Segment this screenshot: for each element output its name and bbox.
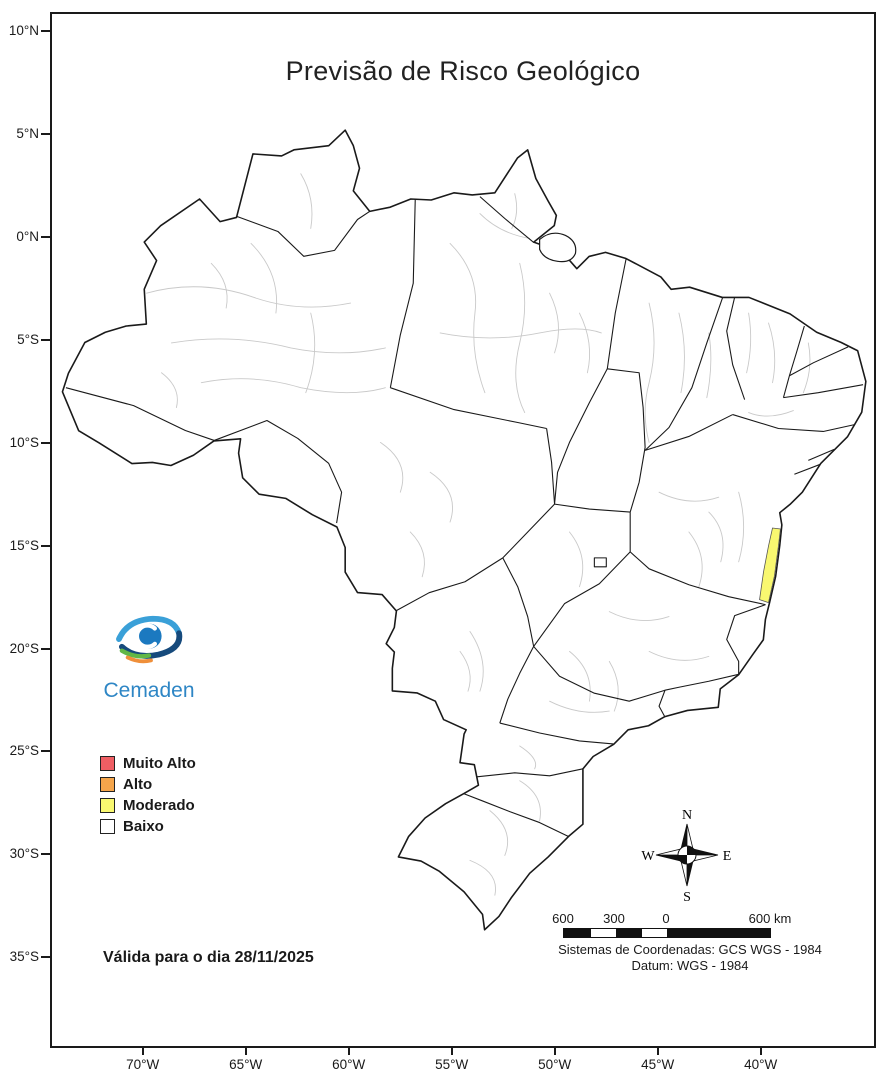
compass-rose-icon: N S W E xyxy=(641,808,732,905)
scale-bar-graphic xyxy=(563,928,771,938)
scale-label: 600 xyxy=(552,911,574,926)
scale-label: 600 km xyxy=(748,911,792,926)
marajo-island xyxy=(539,232,577,263)
risk-legend: Muito Alto Alto Moderado Baixo xyxy=(100,755,196,839)
state-borders xyxy=(65,196,864,838)
compass-w-label: W xyxy=(641,849,655,864)
legend-item: Baixo xyxy=(100,818,196,834)
validity-date: Válida para o dia 28/11/2025 xyxy=(103,949,314,966)
legend-item: Alto xyxy=(100,776,196,792)
crs-line2: Datum: WGS - 1984 xyxy=(631,958,749,974)
lat-axis-label: 10°S xyxy=(9,434,39,450)
lon-axis-label: 70°W xyxy=(126,1057,160,1072)
lat-axis-label: 0°N xyxy=(16,228,39,244)
scale-bar: 600 300 0 600 km xyxy=(552,911,813,941)
lat-axis-label: 35°S xyxy=(9,949,39,965)
lon-axis-label: 50°W xyxy=(538,1057,572,1072)
legend-swatch-moderado xyxy=(100,797,115,813)
legend-label: Muito Alto xyxy=(123,754,196,772)
page-title: Previsão de Risco Geológico xyxy=(285,56,641,86)
legend-item: Muito Alto xyxy=(100,755,196,771)
lat-tick xyxy=(41,647,50,650)
lon-tick xyxy=(759,1046,762,1055)
compass-s-label: S xyxy=(683,890,691,905)
legend-swatch-baixo xyxy=(100,818,115,834)
lat-tick xyxy=(41,235,50,238)
crs-note: Sistemas de Coordenadas: GCS WGS - 1984 … xyxy=(520,942,860,975)
lon-axis-label: 65°W xyxy=(229,1057,263,1072)
lon-tick xyxy=(450,1046,453,1055)
brazil-outline xyxy=(61,129,867,931)
lat-axis-label: 20°S xyxy=(9,640,39,656)
lat-axis-label: 30°S xyxy=(9,846,39,862)
lon-axis-label: 45°W xyxy=(641,1057,675,1072)
legend-item: Moderado xyxy=(100,797,196,813)
crs-line1: Sistemas de Coordenadas: GCS WGS - 1984 xyxy=(558,942,822,957)
lat-tick xyxy=(41,750,50,753)
logo-text: Cemaden xyxy=(103,679,195,702)
brazil-map xyxy=(61,129,867,931)
legend-label: Baixo xyxy=(123,817,164,835)
lon-tick xyxy=(656,1046,659,1055)
lat-tick xyxy=(41,956,50,959)
legend-swatch-muito-alto xyxy=(100,755,115,771)
map-frame xyxy=(50,12,876,1048)
lat-axis-label: 25°S xyxy=(9,743,39,759)
lon-tick xyxy=(553,1046,556,1055)
lat-tick xyxy=(41,441,50,444)
lat-tick xyxy=(41,853,50,856)
lat-tick xyxy=(41,338,50,341)
legend-swatch-alto xyxy=(100,776,115,792)
cemaden-eye-icon xyxy=(116,615,183,664)
legend-label: Moderado xyxy=(123,796,195,814)
compass-e-label: E xyxy=(723,849,732,864)
lon-tick xyxy=(347,1046,350,1055)
legend-label: Alto xyxy=(123,775,153,793)
lon-axis-label: 55°W xyxy=(435,1057,469,1072)
lat-tick xyxy=(41,29,50,32)
lon-tick xyxy=(244,1046,247,1055)
scale-label: 0 xyxy=(662,911,670,926)
lon-axis-label: 60°W xyxy=(332,1057,366,1072)
lat-axis-label: 10°N xyxy=(8,22,39,38)
lat-axis-label: 5°N xyxy=(16,125,39,141)
lat-axis-label: 5°S xyxy=(17,331,39,347)
lat-axis-label: 15°S xyxy=(9,537,39,553)
lon-axis-label: 40°W xyxy=(744,1057,778,1072)
lat-tick xyxy=(41,132,50,135)
scale-label: 300 xyxy=(603,911,625,926)
lon-tick xyxy=(141,1046,144,1055)
compass-rose: N S W E xyxy=(640,806,734,906)
subdivision-borders xyxy=(146,173,811,896)
risk-area-moderado xyxy=(759,527,781,604)
cemaden-logo: Cemaden xyxy=(93,610,205,703)
lat-tick xyxy=(41,544,50,547)
compass-n-label: N xyxy=(682,808,692,823)
